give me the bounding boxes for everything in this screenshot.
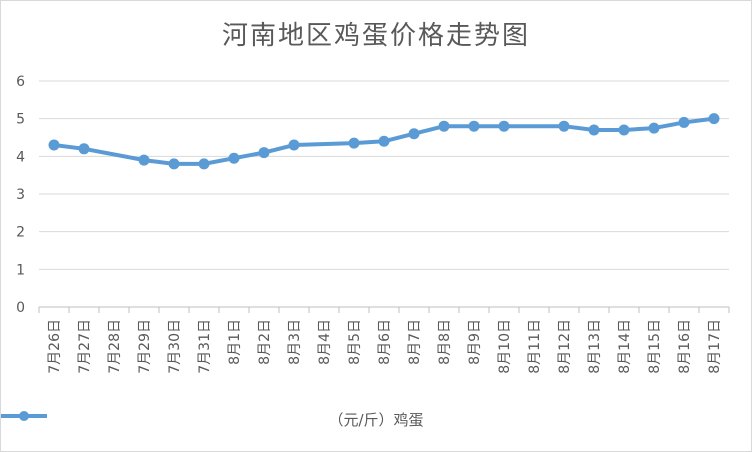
data-point [288, 139, 300, 151]
x-tick-label: 7月31日 [197, 319, 213, 374]
y-tick-label: 3 [16, 187, 25, 203]
x-tick-label: 8月16日 [677, 319, 693, 374]
x-tick-label: 8月15日 [647, 319, 663, 374]
x-tick-label: 8月4日 [317, 319, 333, 365]
x-tick-label: 8月12日 [557, 319, 573, 374]
x-tick-label: 8月7日 [407, 319, 423, 365]
data-point [48, 139, 60, 151]
y-tick-label: 4 [16, 149, 25, 165]
legend-swatch [1, 411, 47, 421]
x-tick-label: 7月28日 [107, 319, 123, 374]
x-tick-label: 7月27日 [77, 319, 93, 374]
data-point [558, 120, 570, 132]
data-point [678, 116, 690, 128]
data-point [618, 124, 630, 136]
data-point [348, 137, 360, 149]
data-point [468, 120, 480, 132]
y-tick-label: 5 [16, 112, 25, 128]
data-point [78, 143, 90, 155]
y-tick-label: 6 [16, 74, 25, 90]
x-tick-label: 8月11日 [527, 319, 543, 374]
data-point [168, 158, 180, 170]
data-point [498, 120, 510, 132]
data-point [378, 135, 390, 147]
x-tick-label: 8月6日 [377, 319, 393, 365]
x-tick-label: 8月1日 [227, 319, 243, 365]
x-tick-label: 8月2日 [257, 319, 273, 365]
x-tick-label: 7月29日 [137, 319, 153, 374]
x-tick-label: 8月13日 [587, 319, 603, 374]
x-tick-label: 8月5日 [347, 319, 363, 365]
legend-label: （元/斤）鸡蛋 [328, 411, 424, 429]
data-point [588, 124, 600, 136]
x-tick-label: 8月14日 [617, 319, 633, 374]
data-point [138, 154, 150, 166]
y-tick-label: 2 [16, 225, 25, 241]
chart-title: 河南地区鸡蛋价格走势图 [221, 21, 530, 51]
data-point [708, 113, 720, 125]
legend: （元/斤）鸡蛋 [1, 409, 751, 430]
x-tick-label: 7月30日 [167, 319, 183, 374]
x-tick-label: 8月8日 [437, 319, 453, 365]
y-tick-label: 1 [16, 262, 25, 278]
x-tick-label: 8月17日 [707, 319, 723, 374]
x-tick-label: 8月3日 [287, 319, 303, 365]
data-point [258, 147, 270, 159]
y-tick-label: 0 [16, 300, 25, 316]
x-tick-label: 7月26日 [47, 319, 63, 374]
data-point [198, 158, 210, 170]
data-point [438, 120, 450, 132]
data-point [408, 128, 420, 140]
x-tick-label: 8月9日 [467, 319, 483, 365]
data-point [648, 122, 660, 134]
data-point [228, 152, 240, 164]
x-tick-label: 8月10日 [497, 319, 513, 374]
